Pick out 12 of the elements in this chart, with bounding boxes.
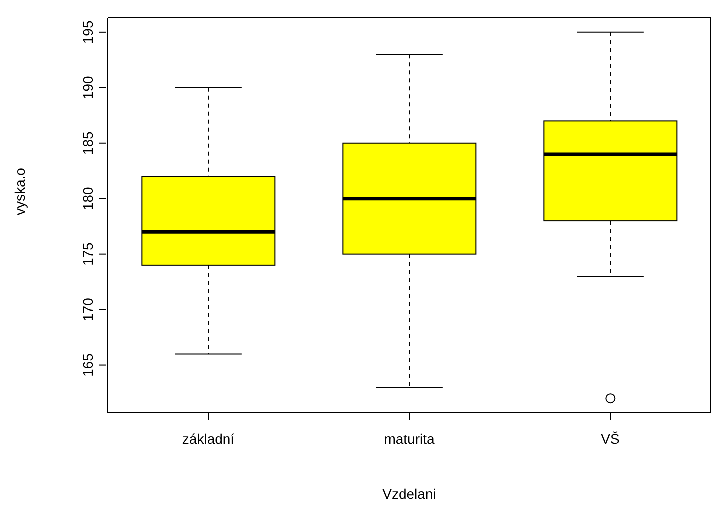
x-axis-title: Vzdelani xyxy=(382,486,436,502)
x-tick-label: maturita xyxy=(384,430,435,447)
x-tick-label: VŠ xyxy=(601,430,620,447)
y-tick-label: 175 xyxy=(80,242,96,266)
y-tick-label: 190 xyxy=(80,76,96,100)
x-tick-label: základní xyxy=(182,430,235,447)
y-tick-label: 180 xyxy=(80,186,96,211)
y-tick-label: 170 xyxy=(80,298,96,322)
y-tick-label: 195 xyxy=(80,20,96,44)
y-tick-label: 165 xyxy=(80,353,96,377)
y-axis-title: vyska.o xyxy=(12,168,28,216)
y-tick-label: 185 xyxy=(80,131,96,156)
